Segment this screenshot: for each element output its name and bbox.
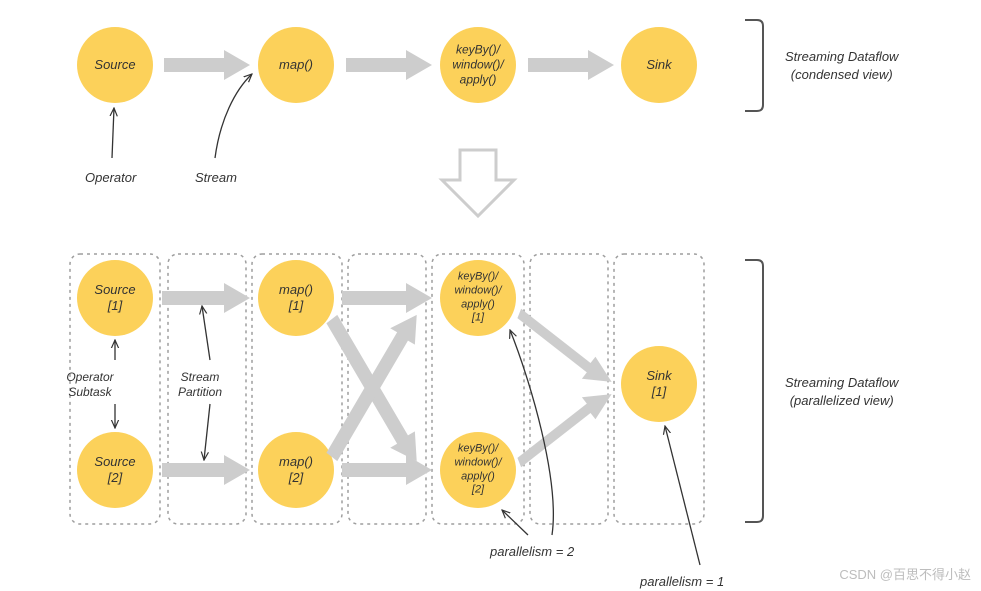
annot-stream: Stream (195, 170, 237, 186)
label-source-1: Source[1] (94, 282, 135, 315)
par1-arrow (665, 426, 700, 565)
annot-spart: StreamPartition (178, 370, 222, 400)
arrow-m1-k1 (342, 283, 432, 313)
side-bottom: Streaming Dataflow(parallelized view) (785, 374, 898, 410)
arrow-s1-m1 (162, 283, 250, 313)
side-top: Streaming Dataflow(condensed view) (785, 48, 898, 84)
label-keyby: keyBy()/window()/apply() (452, 43, 503, 88)
flow-arrow-2 (346, 50, 432, 80)
flow-arrow-3 (528, 50, 614, 80)
label-source-2: Source[2] (94, 454, 135, 487)
label-keyby-1: keyBy()/window()/apply()[1] (454, 271, 501, 326)
label-source: Source (94, 57, 135, 73)
annot-operator: Operator (85, 170, 136, 186)
annot-opsub: OperatorSubtask (66, 370, 113, 400)
annot-par2: parallelism = 2 (490, 544, 574, 560)
arrow-k2-sink (517, 394, 611, 467)
par2-arrow-b (510, 330, 553, 535)
operator-pointer (112, 108, 114, 158)
label-sink: Sink (646, 57, 671, 73)
bottom-bracket (745, 260, 763, 522)
label-map-1: map()[1] (279, 282, 313, 315)
label-sink-1: Sink[1] (646, 368, 671, 401)
arrow-k1-sink (517, 309, 611, 382)
watermark: CSDN @百思不得小赵 (839, 564, 971, 583)
label-map-2: map()[2] (279, 454, 313, 487)
arrow-m2-k2 (342, 455, 432, 485)
big-down-arrow (442, 150, 514, 216)
spart-arrow-up (202, 306, 210, 360)
stream-pointer (215, 74, 252, 158)
top-bracket (745, 20, 763, 111)
annot-par1: parallelism = 1 (640, 574, 724, 590)
spart-arrow-down (204, 404, 210, 460)
col-stream3-box (530, 254, 608, 524)
flow-arrow-1 (164, 50, 250, 80)
arrow-s2-m2 (162, 455, 250, 485)
label-keyby-2: keyBy()/window()/apply()[2] (454, 443, 501, 498)
label-map: map() (279, 57, 313, 73)
